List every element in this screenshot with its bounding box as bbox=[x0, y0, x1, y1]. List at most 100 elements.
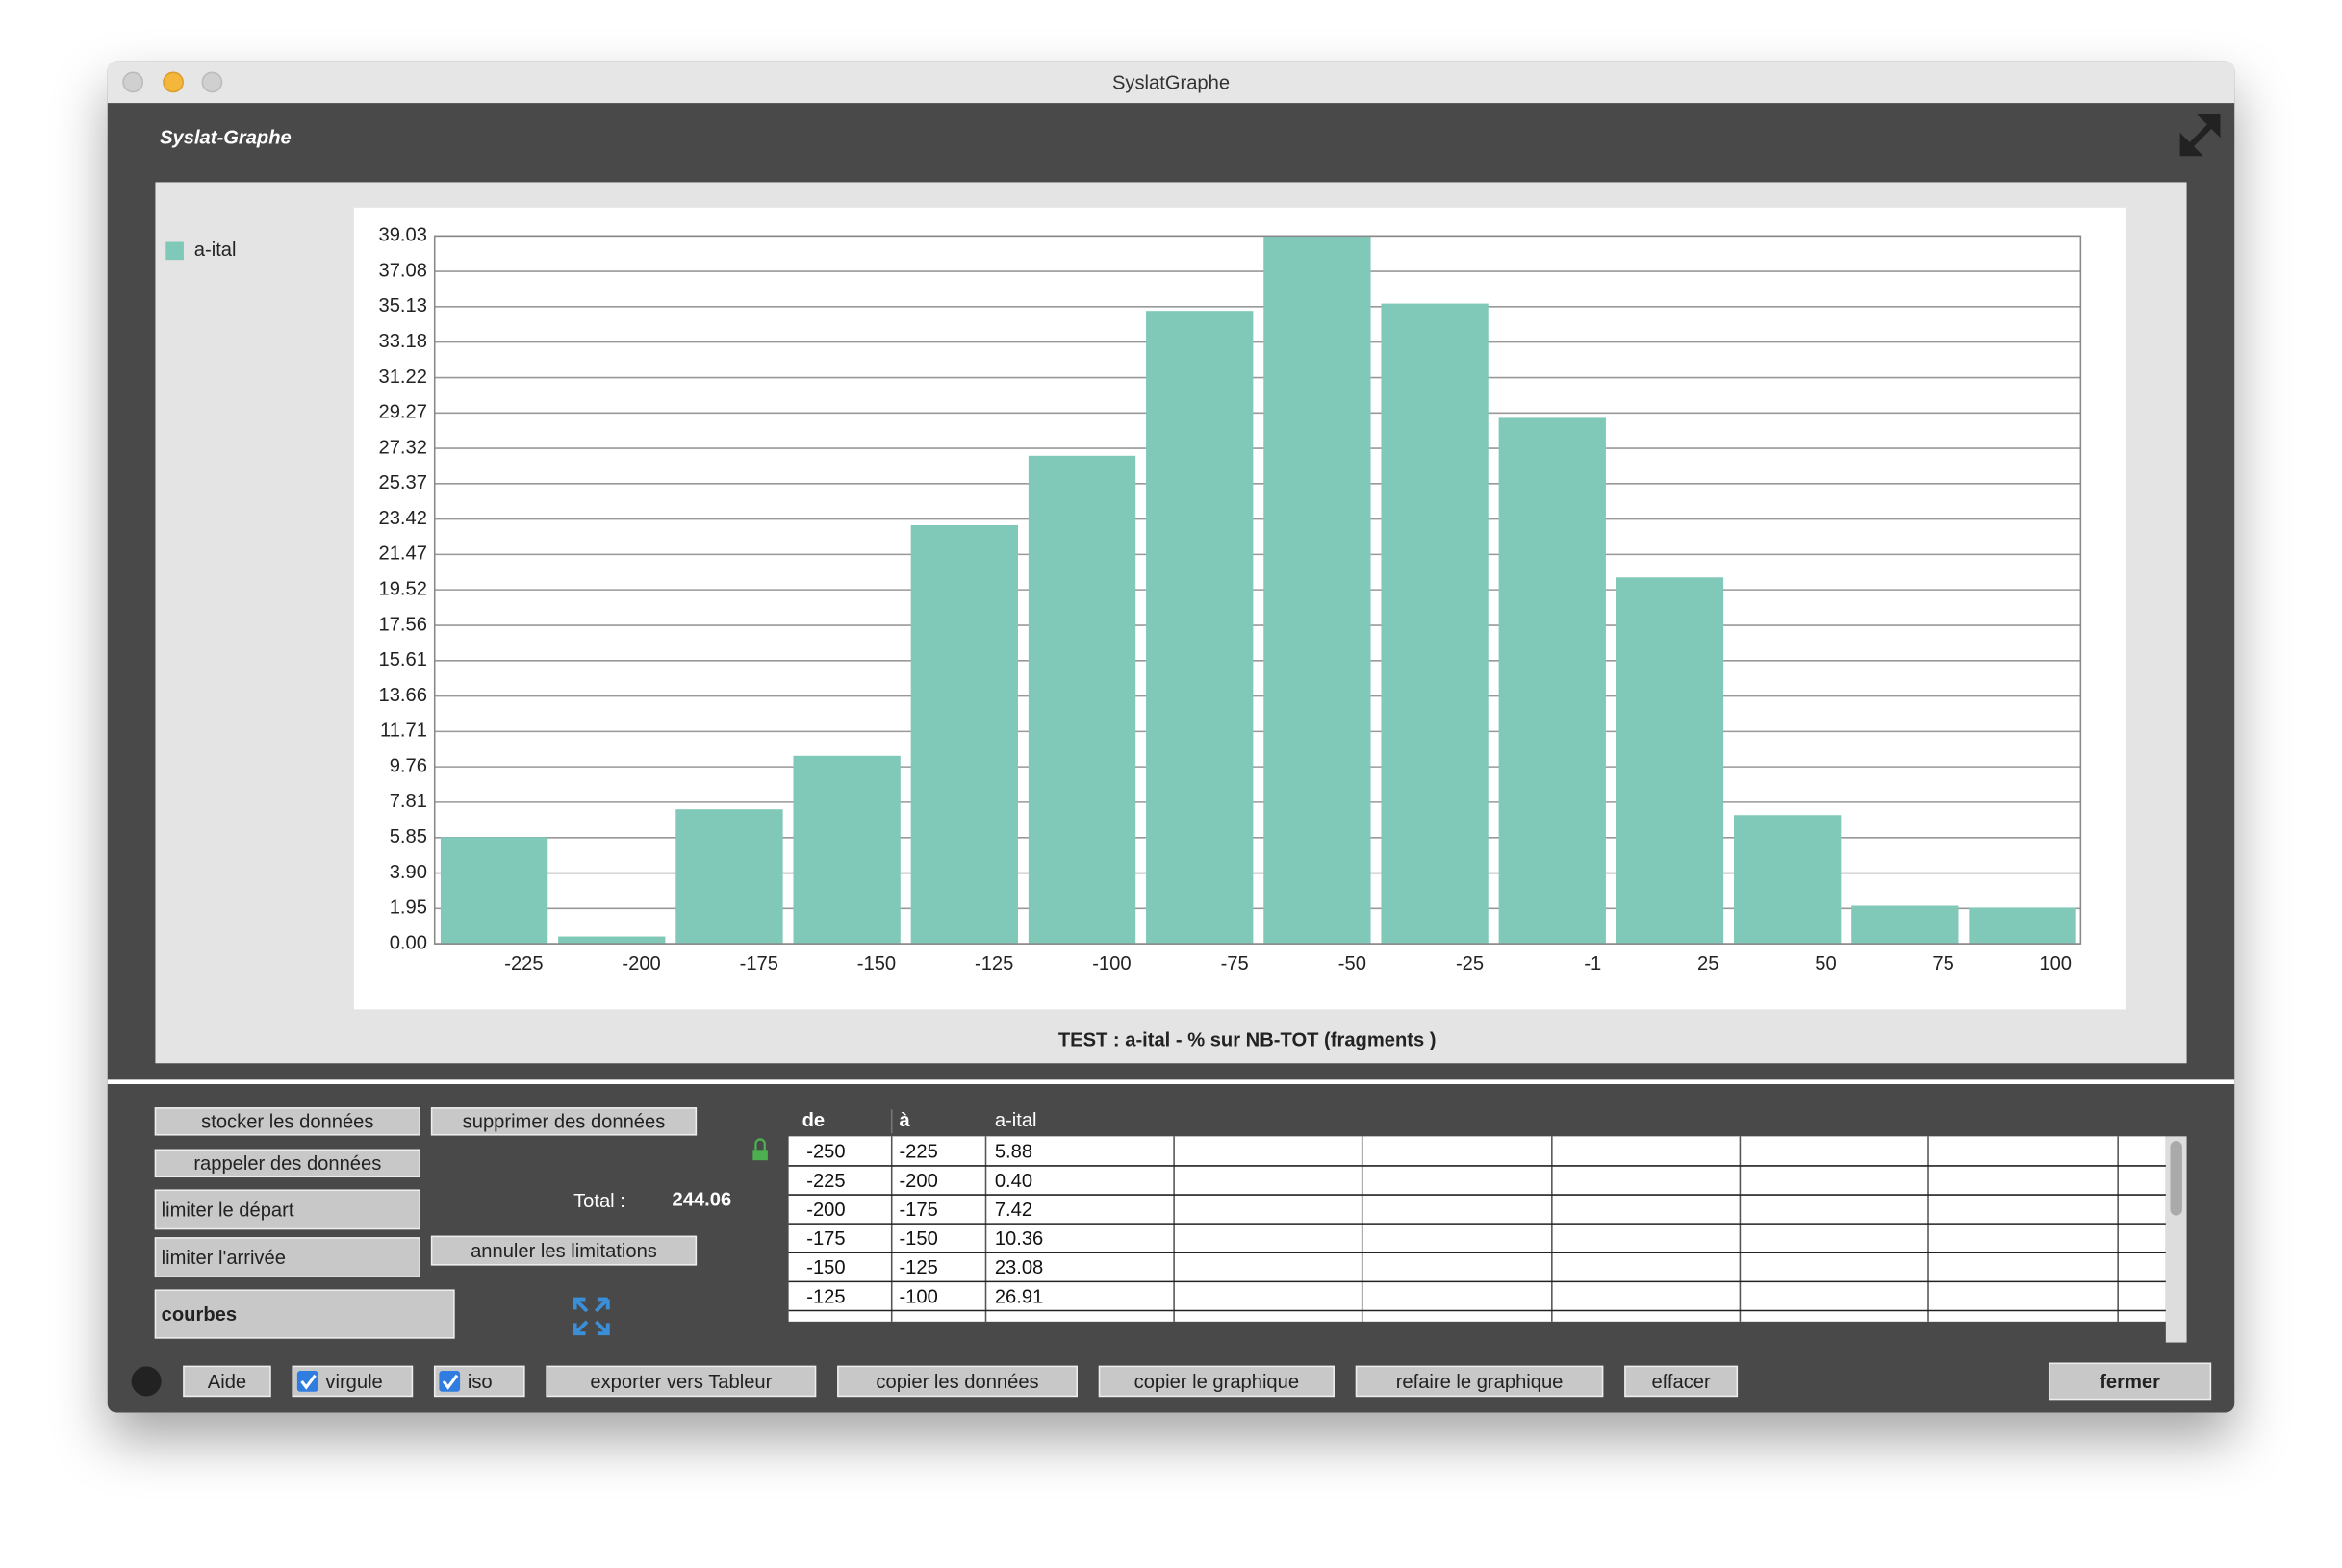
zoom-light[interactable] bbox=[201, 71, 223, 93]
table-cell: -250 bbox=[806, 1142, 845, 1163]
table-cell: 0.40 bbox=[995, 1171, 1032, 1192]
bar bbox=[1146, 311, 1254, 945]
y-tick-label: 7.81 bbox=[390, 791, 427, 812]
button[interactable] bbox=[430, 1235, 698, 1266]
x-tick-label: 50 bbox=[1815, 953, 1836, 974]
x-tick-label: -175 bbox=[740, 953, 778, 974]
button-label[interactable]: effacer bbox=[1651, 1372, 1711, 1393]
table-cell: -100 bbox=[899, 1286, 937, 1307]
button[interactable] bbox=[1624, 1365, 1739, 1398]
bar bbox=[1498, 417, 1606, 945]
button[interactable] bbox=[546, 1365, 817, 1398]
button-label[interactable]: courbes bbox=[162, 1304, 237, 1326]
bar bbox=[1263, 236, 1371, 945]
y-tick-label: 39.03 bbox=[379, 225, 427, 246]
table-cell: 26.91 bbox=[995, 1286, 1043, 1307]
controls: stocker les données supprimer des données… bbox=[154, 1107, 698, 1339]
checkmark[interactable] bbox=[442, 1374, 459, 1390]
bar bbox=[1381, 303, 1489, 945]
button[interactable] bbox=[2048, 1362, 2212, 1401]
x-tick-label: -1 bbox=[1584, 953, 1601, 974]
y-tick-label: 19.52 bbox=[379, 578, 427, 599]
title-bar bbox=[107, 61, 2235, 104]
button[interactable] bbox=[154, 1289, 455, 1339]
x-tick-label: 100 bbox=[2039, 953, 2072, 974]
button[interactable] bbox=[1355, 1365, 1604, 1398]
button-label[interactable]: iso bbox=[468, 1372, 493, 1393]
button-label[interactable]: fermer bbox=[2100, 1372, 2160, 1393]
table-cell: -175 bbox=[806, 1228, 845, 1250]
app-title: Syslat-Graphe bbox=[160, 128, 292, 149]
bar bbox=[1851, 905, 1959, 945]
button[interactable] bbox=[154, 1189, 420, 1230]
checkbox[interactable] bbox=[296, 1371, 318, 1392]
table-cell: 23.08 bbox=[995, 1257, 1043, 1278]
table-cell: -225 bbox=[806, 1171, 845, 1192]
bar bbox=[1616, 577, 1724, 945]
y-tick-label: 0.00 bbox=[390, 932, 427, 953]
button-label[interactable]: limiter le départ bbox=[162, 1200, 294, 1221]
x-tick-label: -150 bbox=[857, 953, 896, 974]
button-label[interactable]: virgule bbox=[325, 1372, 382, 1393]
y-tick-label: 21.47 bbox=[379, 544, 427, 565]
checkbox[interactable] bbox=[439, 1371, 461, 1392]
y-tick-label: 11.71 bbox=[380, 721, 427, 742]
button-label[interactable]: stocker les données bbox=[201, 1112, 373, 1133]
y-tick-label: 29.27 bbox=[379, 402, 427, 423]
button[interactable] bbox=[183, 1365, 271, 1398]
fullscreen-icon[interactable] bbox=[2179, 114, 2221, 157]
bar bbox=[910, 524, 1019, 945]
lock-icon bbox=[752, 1138, 768, 1161]
table-body bbox=[788, 1136, 2166, 1322]
x-tick-label: -200 bbox=[622, 953, 660, 974]
button-label[interactable]: refaire le graphique bbox=[1396, 1372, 1564, 1393]
close-light[interactable] bbox=[122, 71, 144, 93]
x-tick-label: -225 bbox=[504, 953, 543, 974]
bar bbox=[440, 837, 548, 945]
button-label[interactable]: copier les données bbox=[876, 1372, 1038, 1393]
button-label[interactable]: copier le graphique bbox=[1134, 1372, 1299, 1393]
table-cell: -150 bbox=[806, 1257, 845, 1278]
button[interactable] bbox=[430, 1107, 698, 1136]
plot-frame bbox=[433, 235, 2082, 945]
button-label[interactable]: rappeler des données bbox=[193, 1153, 381, 1175]
total-label: Total : bbox=[573, 1191, 625, 1212]
table-cell: -125 bbox=[806, 1286, 845, 1307]
button[interactable] bbox=[1098, 1365, 1335, 1398]
x-tick-label: -100 bbox=[1092, 953, 1131, 974]
separator bbox=[107, 1079, 2235, 1085]
scroll-thumb[interactable] bbox=[2170, 1140, 2182, 1216]
y-tick-label: 35.13 bbox=[379, 295, 427, 316]
button-label[interactable]: Aide bbox=[208, 1372, 246, 1393]
legend-label: a-ital bbox=[194, 240, 237, 261]
bar bbox=[1733, 815, 1842, 945]
table-cell: -125 bbox=[899, 1257, 937, 1278]
expand-icon[interactable] bbox=[573, 1297, 610, 1336]
table-cell: -225 bbox=[899, 1142, 937, 1163]
button[interactable] bbox=[837, 1365, 1078, 1398]
table-cell: 10.36 bbox=[995, 1228, 1043, 1250]
y-tick-label: 17.56 bbox=[379, 614, 427, 635]
button-label[interactable]: limiter l'arrivée bbox=[162, 1248, 286, 1269]
button[interactable] bbox=[154, 1149, 420, 1178]
table-cell: 5.88 bbox=[995, 1142, 1032, 1163]
bar bbox=[1969, 907, 2076, 945]
total-value: 244.06 bbox=[673, 1189, 732, 1210]
chart: 0.00 1.95 3.90 5.85 7.81 9.76 11.71 13.66 15.61 1… bbox=[165, 225, 2082, 1050]
button-label[interactable]: supprimer des données bbox=[463, 1112, 666, 1133]
y-tick-label: 37.08 bbox=[379, 260, 427, 281]
table: de à a-ital -250 -225 5.88 -225 -200 0.40 -200 -17… bbox=[788, 1109, 2166, 1322]
button-label[interactable]: annuler les limitations bbox=[471, 1241, 657, 1262]
checkmark[interactable] bbox=[300, 1374, 317, 1390]
column-header: de bbox=[802, 1110, 826, 1131]
button[interactable] bbox=[154, 1237, 420, 1278]
window-title: SyslatGraphe bbox=[1112, 72, 1230, 93]
button[interactable] bbox=[154, 1107, 420, 1136]
x-tick-label: -125 bbox=[975, 953, 1013, 974]
minimize-light[interactable] bbox=[163, 71, 184, 93]
button-label[interactable]: exporter vers Tableur bbox=[590, 1372, 772, 1393]
y-tick-label: 15.61 bbox=[379, 649, 427, 670]
y-tick-label: 25.37 bbox=[379, 472, 427, 493]
x-tick-label: -25 bbox=[1456, 953, 1484, 974]
